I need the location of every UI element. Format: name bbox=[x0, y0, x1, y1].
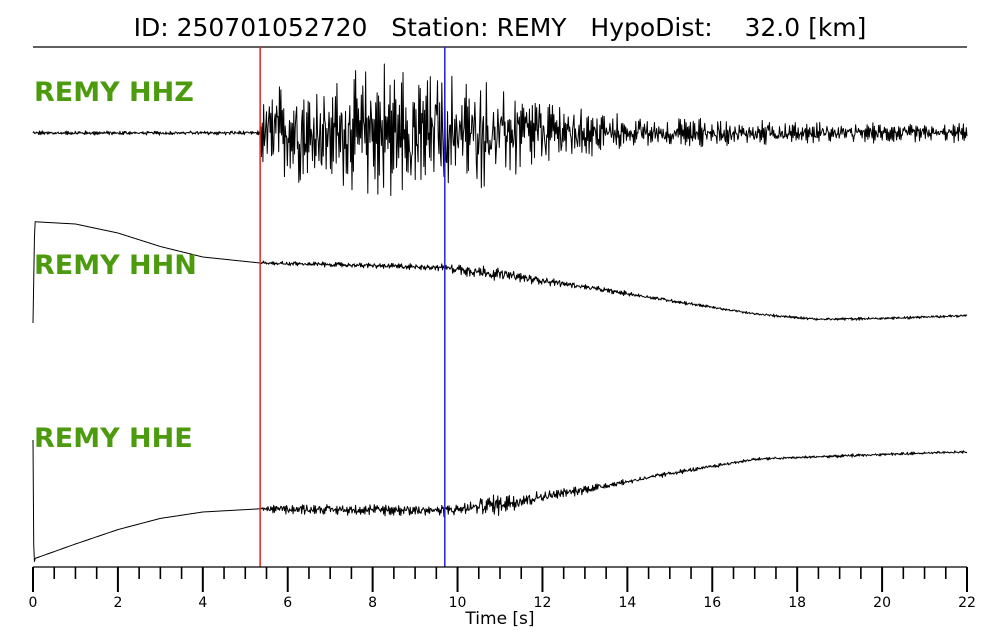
x-tick-label: 6 bbox=[283, 595, 292, 611]
station-name: REMY bbox=[497, 13, 568, 42]
pick-lines bbox=[259, 47, 446, 567]
id-label: ID: bbox=[134, 13, 169, 42]
x-tick-label: 4 bbox=[198, 595, 207, 611]
channel-label-hhn: REMY HHN bbox=[34, 250, 197, 281]
event-id: 250701052720 bbox=[177, 13, 368, 42]
x-tick-label: 2 bbox=[113, 595, 122, 611]
x-tick-label: 0 bbox=[29, 595, 38, 611]
x-tick-label: 14 bbox=[618, 595, 636, 611]
traces-group bbox=[32, 63, 968, 562]
trace-remy-hhn bbox=[32, 221, 968, 324]
x-tick-label: 12 bbox=[534, 595, 552, 611]
x-tick-label: 8 bbox=[368, 595, 377, 611]
hypodist-unit: [km] bbox=[808, 13, 866, 42]
channel-label-hhz: REMY HHZ bbox=[34, 77, 194, 108]
hypodist-label: HypoDist: bbox=[590, 13, 712, 42]
x-tick-label: 20 bbox=[873, 595, 891, 611]
channel-label-hhe: REMY HHE bbox=[34, 423, 193, 454]
x-axis-label: Time [s] bbox=[464, 609, 534, 629]
x-tick-label: 22 bbox=[958, 595, 976, 611]
x-axis: 0 2 4 6 8 10 12 14 16 18 20 22 bbox=[29, 566, 976, 611]
plot-title: ID: 250701052720 Station: REMY HypoDist:… bbox=[134, 13, 867, 42]
trace-remy-hhz bbox=[32, 63, 968, 197]
station-label: Station: bbox=[391, 13, 488, 42]
x-tick-label: 18 bbox=[788, 595, 806, 611]
x-tick-label: 10 bbox=[449, 595, 467, 611]
x-tick-label: 16 bbox=[703, 595, 721, 611]
trace-remy-hhe bbox=[32, 439, 968, 562]
hypodist-value: 32.0 bbox=[744, 13, 800, 42]
